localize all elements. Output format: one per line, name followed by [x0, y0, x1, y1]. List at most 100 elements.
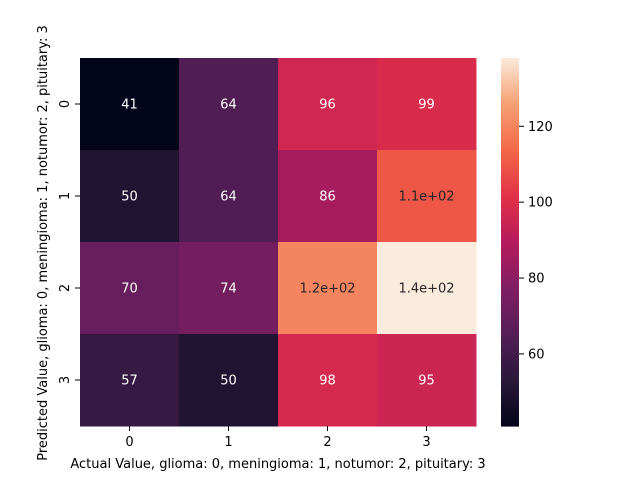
y-axis-label: Predicted Value, glioma: 0, meningioma: …	[36, 25, 51, 461]
colorbar-segment	[501, 352, 519, 355]
colorbar-segment	[501, 272, 519, 275]
colorbar-segment	[501, 306, 519, 309]
heatmap-cell	[179, 242, 279, 335]
colorbar-segment	[501, 346, 519, 349]
colorbar-segment	[501, 354, 519, 357]
colorbar-segment	[501, 92, 519, 95]
colorbar-tick-label: 120	[528, 120, 553, 135]
x-axis-ticks: 0 1 2 3	[125, 426, 431, 450]
colorbar-segment	[501, 402, 519, 405]
colorbar-segment	[501, 274, 519, 277]
colorbar-segment	[501, 58, 519, 61]
colorbar-segment	[501, 166, 519, 169]
cell-value-label: 1.2e+02	[299, 282, 355, 297]
colorbar-segment	[501, 340, 519, 343]
colorbar-segment	[501, 100, 519, 103]
colorbar-segment	[501, 238, 519, 241]
colorbar-segment	[501, 158, 519, 161]
colorbar-segment	[501, 168, 519, 171]
colorbar-segment	[501, 394, 519, 397]
cell-value-label: 98	[319, 374, 336, 389]
colorbar-segment	[501, 234, 519, 237]
colorbar-segment	[501, 374, 519, 377]
cell-value-label: 50	[220, 374, 237, 389]
colorbar-segment	[501, 350, 519, 353]
colorbar-segment	[501, 212, 519, 215]
colorbar-segment	[501, 342, 519, 345]
colorbar-segment	[501, 314, 519, 317]
colorbar-segment	[501, 120, 519, 123]
cell-value-label: 64	[220, 190, 237, 205]
colorbar-segment	[501, 108, 519, 111]
colorbar-segment	[501, 64, 519, 67]
colorbar-segment	[501, 330, 519, 333]
y-tick-label: 2	[58, 284, 73, 292]
colorbar-segment	[501, 246, 519, 249]
colorbar-segment	[501, 122, 519, 125]
colorbar-segment	[501, 294, 519, 297]
colorbar-segment	[501, 146, 519, 149]
colorbar-segment	[501, 308, 519, 311]
heatmap-cell	[80, 242, 180, 335]
colorbar-segment	[501, 206, 519, 209]
colorbar-segment	[501, 186, 519, 189]
colorbar-segment	[501, 356, 519, 359]
colorbar-segment	[501, 76, 519, 79]
colorbar-segment	[501, 98, 519, 101]
heatmap-cell	[278, 334, 378, 427]
x-tick-label: 3	[422, 435, 430, 450]
colorbar-segment	[501, 370, 519, 373]
x-axis-label: Actual Value, glioma: 0, meningioma: 1, …	[70, 457, 485, 472]
colorbar-segment	[501, 282, 519, 285]
colorbar-segment	[501, 424, 519, 427]
colorbar-segment	[501, 170, 519, 173]
cell-value-label: 64	[220, 98, 237, 113]
colorbar-segment	[501, 380, 519, 383]
colorbar-segment	[501, 60, 519, 63]
colorbar-segment	[501, 410, 519, 413]
colorbar-segment	[501, 364, 519, 367]
cell-value-label: 74	[220, 282, 237, 297]
colorbar-segment	[501, 192, 519, 195]
colorbar-segment	[501, 124, 519, 127]
colorbar-segment	[501, 258, 519, 261]
cell-value-label: 95	[418, 374, 435, 389]
colorbar-segment	[501, 338, 519, 341]
colorbar-tick-label: 80	[528, 272, 545, 287]
colorbar-segment	[501, 392, 519, 395]
colorbar-segment	[501, 72, 519, 75]
y-tick-label: 1	[58, 192, 73, 200]
colorbar-segment	[501, 270, 519, 273]
colorbar-segment	[501, 78, 519, 81]
colorbar-segment	[501, 368, 519, 371]
colorbar-tick-label: 60	[528, 347, 545, 362]
colorbar-tick-label: 100	[528, 196, 553, 211]
colorbar-segment	[501, 328, 519, 331]
colorbar-segment	[501, 114, 519, 117]
colorbar-segment	[501, 254, 519, 257]
colorbar-segment	[501, 298, 519, 301]
colorbar-segment	[501, 366, 519, 369]
cell-value-label: 86	[319, 190, 336, 205]
colorbar-segment	[501, 240, 519, 243]
colorbar-segment	[501, 74, 519, 77]
colorbar-segment	[501, 344, 519, 347]
colorbar-segment	[501, 176, 519, 179]
colorbar-segment	[501, 104, 519, 107]
colorbar-segment	[501, 84, 519, 87]
colorbar-segment	[501, 264, 519, 267]
colorbar-segment	[501, 266, 519, 269]
colorbar-segment	[501, 388, 519, 391]
colorbar-segment	[501, 358, 519, 361]
heatmap-cell	[179, 58, 279, 151]
colorbar-segment	[501, 396, 519, 399]
colorbar-segment	[501, 210, 519, 213]
colorbar-segment	[501, 250, 519, 253]
heatmap-cell	[80, 150, 180, 243]
colorbar-segment	[501, 164, 519, 167]
colorbar-segment	[501, 148, 519, 151]
colorbar-segment	[501, 230, 519, 233]
colorbar-segment	[501, 140, 519, 143]
colorbar-segment	[501, 118, 519, 121]
